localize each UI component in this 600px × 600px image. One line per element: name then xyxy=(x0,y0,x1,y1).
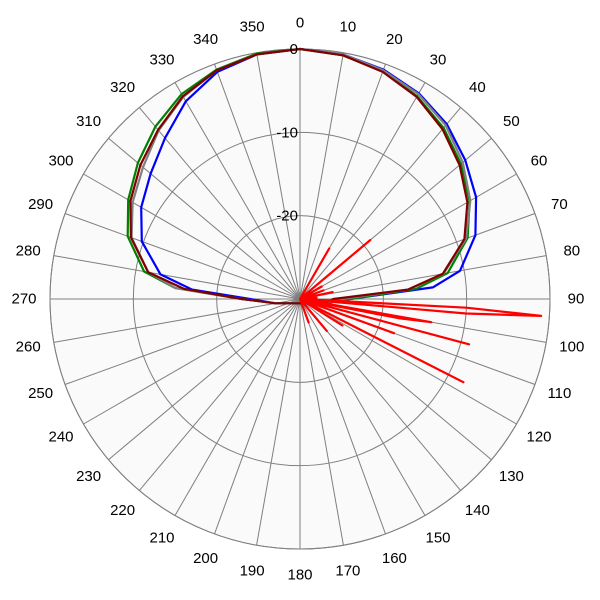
series-line-5 xyxy=(298,239,543,384)
grid-spoke xyxy=(256,298,301,546)
angle-tick-label: 10 xyxy=(340,19,357,36)
radial-tick-labels: 0 -10 -20 xyxy=(276,41,298,225)
grid-spoke xyxy=(299,298,344,546)
angle-tick-label: 290 xyxy=(28,196,53,213)
angle-tick-label: 70 xyxy=(551,196,568,213)
series-layer xyxy=(126,47,543,384)
grid-spoke xyxy=(299,173,517,300)
radial-tick-label: -10 xyxy=(276,124,298,141)
angle-tick-label: 110 xyxy=(547,385,571,402)
grid-spoke xyxy=(299,298,426,516)
grid-spoke xyxy=(299,213,536,300)
angle-tick-label: 220 xyxy=(110,502,135,519)
angle-tick-label: 200 xyxy=(193,550,218,567)
angle-tick-label: 140 xyxy=(465,502,490,519)
grid-spoke xyxy=(299,52,344,300)
grid-spoke xyxy=(53,298,301,343)
angle-tick-label: 180 xyxy=(287,567,312,584)
angle-tick-label: 270 xyxy=(11,291,36,308)
grid-spoke xyxy=(64,213,301,300)
grid-spoke xyxy=(214,298,301,535)
grid-spoke xyxy=(299,298,517,425)
angle-tick-label: 100 xyxy=(559,338,584,355)
angle-tick-label: 30 xyxy=(430,52,447,69)
grid-spoke xyxy=(138,298,301,491)
grid-spoke xyxy=(299,298,386,535)
grid-spoke xyxy=(108,298,301,461)
grid-spoke xyxy=(83,173,301,300)
radial-tick-label: 0 xyxy=(290,41,298,58)
angle-tick-label: 170 xyxy=(335,562,360,579)
angle-tick-label: 130 xyxy=(499,468,524,485)
angle-tick-label: 40 xyxy=(469,79,486,96)
angle-tick-label: 90 xyxy=(568,291,585,308)
angle-tick-label: 150 xyxy=(425,530,450,547)
angle-tick-label: 240 xyxy=(48,429,73,446)
angle-tick-label: 340 xyxy=(193,31,218,48)
angle-tick-label: 330 xyxy=(149,52,174,69)
angle-tick-label: 50 xyxy=(503,113,520,130)
angle-tick-label: 20 xyxy=(386,31,403,48)
angle-tick-label: 190 xyxy=(240,562,265,579)
grid-spoke xyxy=(299,107,462,300)
grid-spoke xyxy=(64,298,301,385)
angular-tick-labels: 0 10 20 30 40 50 60 70 80 90 100 110 120 130 140 150 160… xyxy=(11,15,584,584)
angle-tick-label: 310 xyxy=(76,113,101,130)
grid-spoke xyxy=(299,255,547,300)
grid-spoke xyxy=(174,82,301,300)
series-line-4 xyxy=(129,47,469,305)
angle-tick-label: 260 xyxy=(16,338,41,355)
angle-tick-label: 350 xyxy=(240,19,265,36)
grid-spoke xyxy=(83,298,301,425)
angle-tick-label: 300 xyxy=(48,153,73,170)
angle-tick-label: 250 xyxy=(28,385,53,402)
angle-tick-label: 320 xyxy=(110,79,135,96)
angle-tick-label: 160 xyxy=(382,550,407,567)
grid-spoke xyxy=(299,63,386,300)
grid-spoke xyxy=(53,255,301,300)
grid-spoke xyxy=(299,298,492,461)
grid-spoke xyxy=(214,63,301,300)
angle-tick-label: 120 xyxy=(526,429,551,446)
angle-tick-label: 230 xyxy=(76,468,101,485)
angle-tick-label: 60 xyxy=(531,153,548,170)
angle-tick-label: 80 xyxy=(563,243,580,260)
grid-spoke xyxy=(256,52,301,300)
grid-spoke xyxy=(138,107,301,300)
angle-tick-label: 0 xyxy=(296,15,304,32)
angle-tick-label: 280 xyxy=(16,243,41,260)
grid-spoke xyxy=(174,298,301,516)
radial-tick-label: -20 xyxy=(276,208,298,225)
polar-grid xyxy=(49,48,551,550)
angle-tick-label: 210 xyxy=(149,530,174,547)
